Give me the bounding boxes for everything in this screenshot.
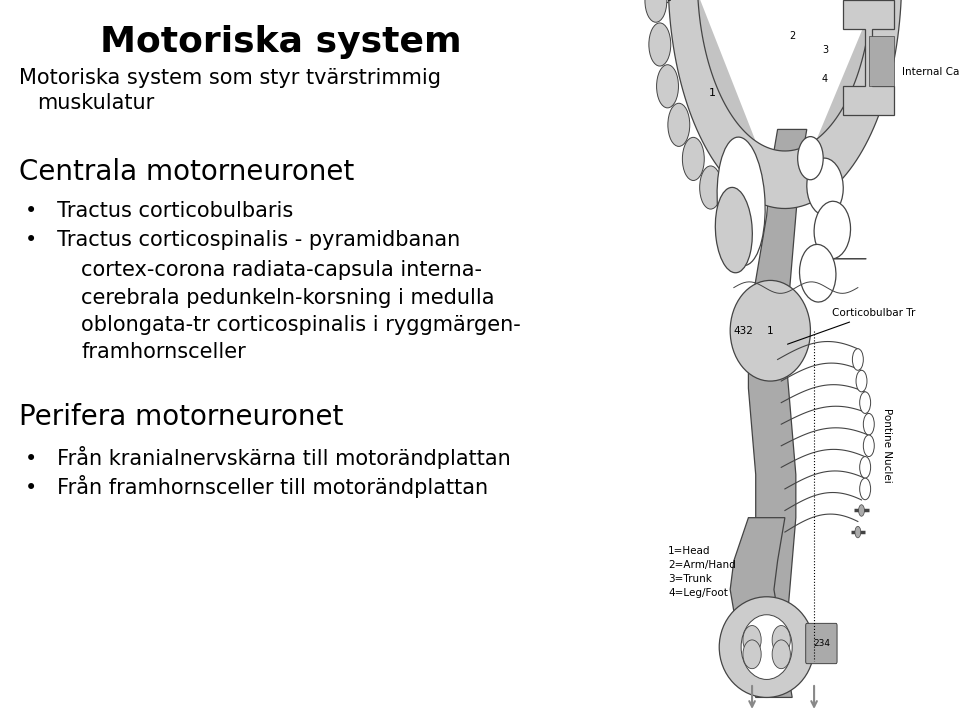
Ellipse shape	[717, 137, 765, 265]
Ellipse shape	[800, 244, 836, 302]
Text: Motoriska system som styr tvärstrimmig: Motoriska system som styr tvärstrimmig	[19, 68, 441, 88]
Text: 234: 234	[813, 639, 829, 648]
Ellipse shape	[743, 640, 761, 669]
Circle shape	[860, 478, 871, 500]
Text: •   Från framhornsceller till motorändplattan: • Från framhornsceller till motorändplat…	[25, 475, 488, 498]
Text: 432: 432	[733, 326, 754, 336]
Polygon shape	[843, 0, 895, 115]
Text: 1: 1	[767, 326, 774, 336]
Text: •   Från kranialnervskärna till motorändplattan: • Från kranialnervskärna till motorändpl…	[25, 446, 511, 469]
Text: 2: 2	[789, 31, 795, 41]
Ellipse shape	[772, 626, 790, 654]
Text: oblongata-tr corticospinalis i ryggmärgen-: oblongata-tr corticospinalis i ryggmärge…	[81, 315, 521, 335]
Text: 4: 4	[822, 74, 828, 84]
Text: 3: 3	[822, 45, 828, 55]
Circle shape	[860, 457, 871, 478]
Text: Motor Cortex: Motor Cortex	[650, 0, 707, 14]
Circle shape	[668, 104, 689, 147]
Ellipse shape	[814, 201, 851, 259]
Text: muskulatur: muskulatur	[37, 93, 155, 114]
Circle shape	[645, 0, 667, 22]
Text: Corticobulbar Tr: Corticobulbar Tr	[787, 308, 916, 344]
Circle shape	[649, 23, 671, 66]
Polygon shape	[668, 0, 901, 209]
Text: cortex-corona radiata-capsula interna-: cortex-corona radiata-capsula interna-	[81, 260, 482, 280]
Circle shape	[863, 413, 875, 435]
Polygon shape	[869, 36, 895, 86]
Text: •   Tractus corticobulbaris: • Tractus corticobulbaris	[25, 201, 293, 221]
Text: 1: 1	[708, 88, 715, 99]
Polygon shape	[745, 129, 806, 647]
Ellipse shape	[719, 597, 814, 697]
Circle shape	[852, 349, 863, 370]
Circle shape	[860, 392, 871, 413]
Text: Pontine Nuclei: Pontine Nuclei	[882, 408, 892, 483]
Ellipse shape	[741, 615, 792, 679]
Ellipse shape	[798, 137, 824, 180]
Text: Internal Capsule: Internal Capsule	[901, 67, 960, 77]
Text: Motoriska system: Motoriska system	[100, 25, 462, 59]
Text: 1=Head
2=Arm/Hand
3=Trunk
4=Leg/Foot: 1=Head 2=Arm/Hand 3=Trunk 4=Leg/Foot	[668, 546, 736, 598]
Polygon shape	[698, 0, 871, 216]
Circle shape	[719, 188, 741, 232]
Ellipse shape	[715, 188, 753, 273]
Polygon shape	[731, 518, 792, 697]
Ellipse shape	[772, 640, 790, 669]
Text: framhornsceller: framhornsceller	[81, 342, 246, 362]
Ellipse shape	[731, 280, 810, 381]
Text: Centrala motorneuronet: Centrala motorneuronet	[19, 158, 354, 186]
Ellipse shape	[806, 158, 843, 216]
Text: cerebrala pedunkeln-korsning i medulla: cerebrala pedunkeln-korsning i medulla	[81, 288, 494, 308]
Ellipse shape	[743, 626, 761, 654]
Text: Perifera motorneuronet: Perifera motorneuronet	[19, 403, 343, 431]
Circle shape	[683, 137, 705, 180]
FancyBboxPatch shape	[805, 623, 837, 664]
Circle shape	[700, 166, 722, 209]
Circle shape	[856, 370, 867, 392]
Circle shape	[863, 435, 875, 457]
Circle shape	[858, 505, 864, 516]
Circle shape	[657, 65, 679, 108]
Text: •   Tractus corticospinalis - pyramidbanan: • Tractus corticospinalis - pyramidbanan	[25, 230, 460, 250]
Circle shape	[855, 526, 861, 538]
